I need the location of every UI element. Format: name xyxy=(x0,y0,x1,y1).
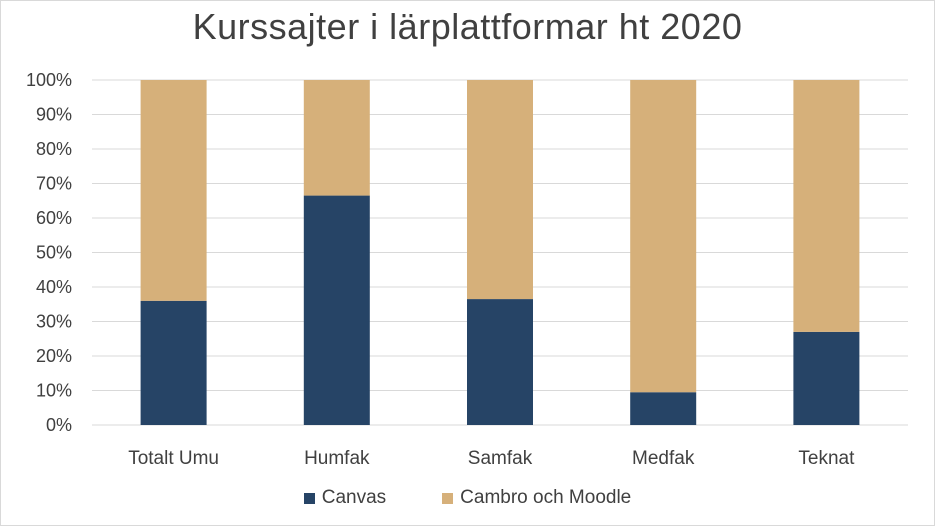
bars xyxy=(140,80,860,425)
legend-label-canvas: Canvas xyxy=(321,487,387,508)
legend-item-canvas: Canvas xyxy=(303,487,387,509)
x-axis-category-labels: Totalt Umu Humfak Samfak Medfak Teknat xyxy=(128,448,855,469)
legend: Canvas Cambro och Moodle xyxy=(0,487,935,509)
legend-label-cambro-moodle: Cambro och Moodle xyxy=(460,487,632,508)
x-category-label: Samfak xyxy=(468,448,533,469)
x-category-label: Humfak xyxy=(304,448,370,469)
y-tick-label: 80% xyxy=(36,139,72,159)
y-axis-tick-labels: 0% 10% 20% 30% 40% 50% 60% 70% 80% 90% 100% xyxy=(26,70,72,435)
y-tick-label: 10% xyxy=(36,381,72,401)
legend-swatch-cambro-moodle xyxy=(442,492,454,504)
bar-segment xyxy=(630,80,697,393)
y-tick-label: 40% xyxy=(36,277,72,297)
bar-segment xyxy=(793,80,860,332)
chart-title: Kurssajter i lärplattformar ht 2020 xyxy=(192,6,743,47)
y-tick-label: 50% xyxy=(36,243,72,263)
bar-segment xyxy=(467,299,533,425)
legend-swatch-canvas xyxy=(303,492,315,504)
y-tick-label: 60% xyxy=(36,208,72,228)
legend-item-cambro-moodle: Cambro och Moodle xyxy=(442,487,631,509)
y-tick-label: 90% xyxy=(36,105,72,125)
bar-segment xyxy=(303,80,370,196)
y-tick-label: 0% xyxy=(46,415,72,435)
bar-segment xyxy=(793,331,860,425)
x-category-label: Totalt Umu xyxy=(128,448,219,469)
y-tick-label: 70% xyxy=(36,174,72,194)
y-tick-label: 100% xyxy=(26,70,72,90)
bar-segment xyxy=(630,392,697,425)
x-category-label: Medfak xyxy=(632,448,695,469)
y-tick-label: 20% xyxy=(36,346,72,366)
bar-segment xyxy=(303,195,370,425)
bar-segment xyxy=(140,80,207,301)
x-category-label: Teknat xyxy=(798,448,855,469)
y-tick-label: 30% xyxy=(36,312,72,332)
bar-segment xyxy=(467,80,533,300)
bar-segment xyxy=(140,300,207,425)
